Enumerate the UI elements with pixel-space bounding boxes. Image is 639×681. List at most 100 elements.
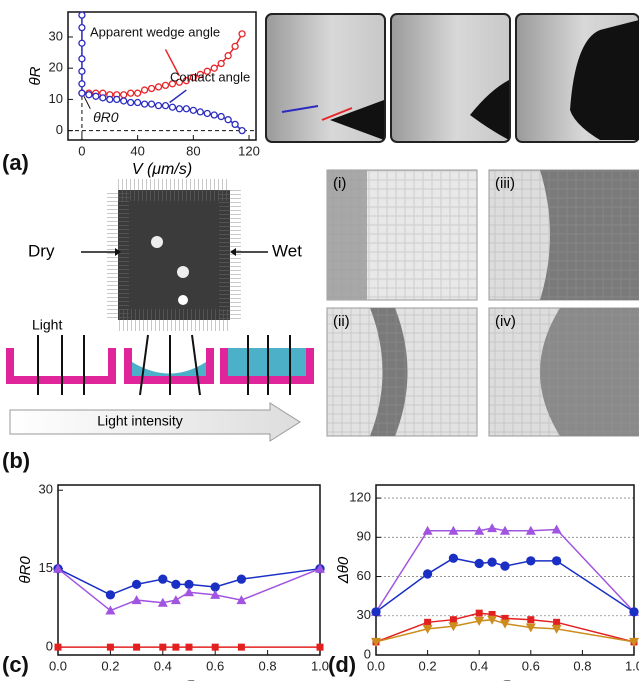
y-tick-label: 30 — [357, 607, 371, 622]
marker — [487, 523, 498, 533]
marker — [236, 574, 247, 584]
marker — [105, 605, 116, 615]
y-tick-label: 20 — [49, 60, 63, 75]
wet-label: Wet — [272, 241, 302, 260]
marker — [133, 643, 141, 651]
marker — [203, 109, 211, 118]
marker — [172, 643, 180, 651]
marker — [501, 614, 509, 622]
x-tick-label: 120 — [238, 143, 260, 158]
marker — [161, 102, 170, 110]
marker — [189, 106, 197, 114]
marker — [224, 116, 232, 124]
y-tick-label: 30 — [49, 28, 63, 43]
marker — [131, 595, 142, 605]
marker — [131, 579, 142, 590]
marker — [210, 582, 220, 592]
marker — [371, 607, 381, 617]
marker — [158, 574, 168, 584]
marker — [525, 525, 536, 535]
y-axis-label: θR0 — [17, 556, 34, 584]
marker — [422, 569, 433, 579]
x-axis-label: σ — [500, 676, 511, 681]
marker — [106, 643, 114, 651]
marker — [157, 597, 168, 607]
panel-label: (a) — [2, 150, 29, 175]
annotation: θR0 — [93, 109, 119, 125]
y-tick-label: 30 — [39, 482, 53, 497]
marker — [474, 617, 485, 626]
marker — [424, 618, 432, 626]
series-arrow — [169, 89, 187, 104]
marker — [127, 98, 135, 107]
marker — [449, 616, 457, 624]
marker — [500, 561, 510, 571]
x-tick-label: 0.6 — [206, 658, 224, 673]
marker — [99, 94, 107, 102]
marker — [78, 55, 86, 63]
marker — [184, 579, 194, 590]
marker — [154, 102, 163, 110]
x-tick-label: 0.0 — [49, 658, 67, 673]
marker — [196, 70, 204, 79]
x-tick-label: 80 — [186, 143, 200, 158]
x-tick-label: 0.2 — [419, 658, 437, 673]
marker — [448, 622, 459, 632]
panel-label: (c) — [2, 652, 29, 677]
x-tick-label: 0.6 — [522, 658, 540, 673]
marker — [316, 643, 324, 651]
panel-label: (b) — [2, 448, 30, 473]
micrograph-label: (ii) — [333, 313, 350, 330]
marker — [120, 97, 128, 105]
marker — [210, 64, 218, 72]
marker — [231, 120, 239, 129]
x-tick-label: 1.0 — [625, 658, 639, 673]
marker — [224, 52, 232, 60]
marker — [422, 525, 433, 535]
micrograph — [81, 179, 268, 331]
marker — [371, 637, 381, 647]
marker — [500, 619, 510, 629]
panel-label: (d) — [328, 652, 356, 677]
marker — [315, 563, 325, 573]
y-tick-label: 0 — [46, 639, 53, 654]
marker — [168, 80, 177, 88]
marker — [526, 556, 536, 566]
y-tick-label: 90 — [357, 529, 371, 544]
marker — [185, 643, 193, 651]
marker — [78, 80, 86, 88]
x-axis-label: V (μm/s) — [132, 161, 192, 178]
marker — [553, 618, 561, 626]
marker — [236, 595, 247, 605]
marker — [127, 89, 135, 97]
marker — [527, 616, 535, 624]
intensity-label: Light intensity — [97, 413, 183, 429]
x-tick-label: 0 — [78, 143, 85, 158]
marker — [474, 525, 485, 535]
y-tick-label: 10 — [49, 91, 63, 106]
marker — [54, 643, 62, 651]
marker — [133, 89, 142, 97]
marker — [147, 100, 156, 108]
x-tick-label: 0.8 — [573, 658, 591, 673]
marker — [171, 579, 181, 590]
micrograph-label: (iii) — [495, 175, 515, 192]
marker — [217, 112, 225, 121]
y-tick-label: 0 — [56, 122, 63, 137]
marker — [113, 95, 121, 104]
marker — [551, 524, 562, 534]
series-arrow — [164, 49, 181, 77]
marker — [551, 624, 562, 634]
marker — [189, 73, 197, 82]
marker — [106, 95, 114, 104]
marker — [175, 78, 184, 86]
marker — [448, 525, 459, 535]
y-axis-label: Δθ0 — [335, 556, 352, 584]
marker — [161, 81, 170, 90]
dry-label: Dry — [28, 241, 55, 260]
marker — [237, 643, 245, 651]
y-tick-label: 15 — [39, 560, 53, 575]
marker — [154, 83, 163, 91]
marker — [488, 610, 496, 618]
